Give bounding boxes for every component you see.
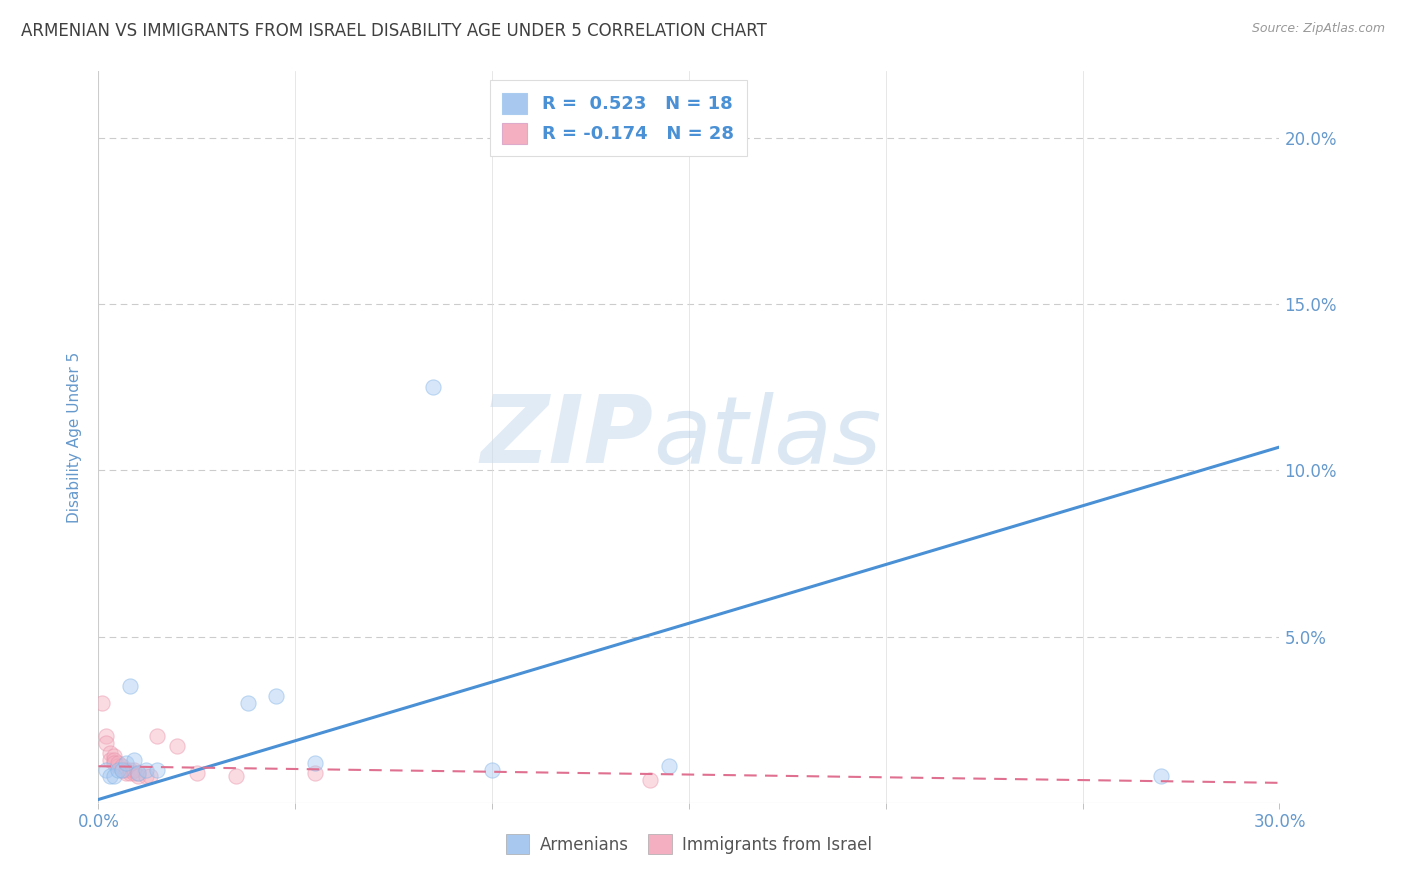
Text: ARMENIAN VS IMMIGRANTS FROM ISRAEL DISABILITY AGE UNDER 5 CORRELATION CHART: ARMENIAN VS IMMIGRANTS FROM ISRAEL DISAB…: [21, 22, 766, 40]
Text: atlas: atlas: [654, 392, 882, 483]
Point: [107, 756, 129, 770]
Point: [107, 763, 129, 777]
Point: [122, 763, 145, 777]
Point: [135, 763, 157, 777]
Point: [127, 765, 149, 780]
Point: [658, 759, 681, 773]
Point: [107, 759, 129, 773]
Point: [122, 753, 145, 767]
Point: [118, 763, 141, 777]
Point: [103, 769, 125, 783]
Point: [111, 763, 134, 777]
Legend: Armenians, Immigrants from Israel: Armenians, Immigrants from Israel: [499, 828, 879, 860]
Point: [98, 753, 121, 767]
Y-axis label: Disability Age Under 5: Disability Age Under 5: [67, 351, 83, 523]
Point: [422, 380, 444, 394]
Point: [115, 756, 138, 770]
Point: [186, 765, 208, 780]
Point: [1150, 769, 1173, 783]
Point: [96, 763, 118, 777]
Point: [236, 696, 259, 710]
Point: [304, 765, 326, 780]
Point: [103, 756, 125, 770]
Point: [91, 696, 114, 710]
Point: [98, 769, 121, 783]
Point: [304, 756, 326, 770]
Point: [225, 769, 247, 783]
Point: [118, 765, 141, 780]
Point: [96, 736, 118, 750]
Point: [115, 765, 138, 780]
Point: [122, 765, 145, 780]
Point: [96, 729, 118, 743]
Point: [118, 680, 141, 694]
Point: [135, 769, 157, 783]
Point: [103, 753, 125, 767]
Point: [146, 729, 169, 743]
Point: [111, 763, 134, 777]
Point: [98, 746, 121, 760]
Point: [481, 763, 503, 777]
Point: [638, 772, 661, 787]
Point: [264, 690, 287, 704]
Point: [138, 769, 160, 783]
Text: ZIP: ZIP: [481, 391, 654, 483]
Point: [127, 769, 149, 783]
Point: [166, 739, 188, 754]
Point: [127, 765, 149, 780]
Point: [115, 763, 138, 777]
Point: [103, 749, 125, 764]
Point: [146, 763, 169, 777]
Point: [111, 759, 134, 773]
Text: Source: ZipAtlas.com: Source: ZipAtlas.com: [1251, 22, 1385, 36]
